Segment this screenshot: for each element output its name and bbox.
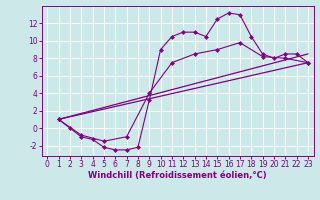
X-axis label: Windchill (Refroidissement éolien,°C): Windchill (Refroidissement éolien,°C) xyxy=(88,171,267,180)
